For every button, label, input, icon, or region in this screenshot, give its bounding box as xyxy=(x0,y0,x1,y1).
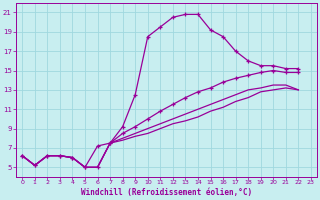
X-axis label: Windchill (Refroidissement éolien,°C): Windchill (Refroidissement éolien,°C) xyxy=(81,188,252,197)
